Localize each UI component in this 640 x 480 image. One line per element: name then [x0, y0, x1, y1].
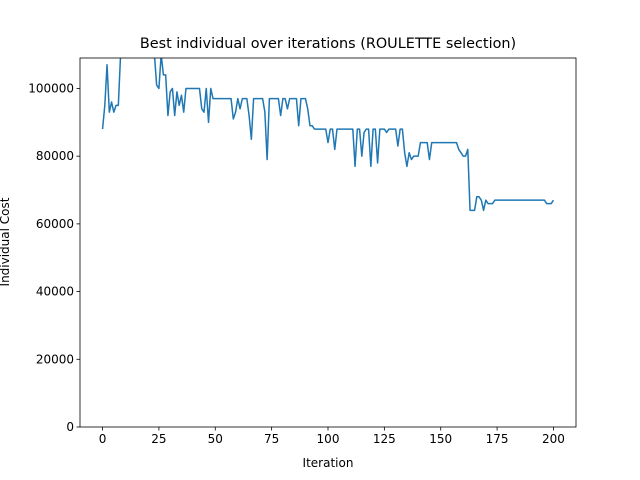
x-tick-label: 100	[317, 432, 340, 446]
plot-area	[101, 58, 555, 212]
x-tick-label: 25	[151, 432, 166, 446]
chart-title: Best individual over iterations (ROULETT…	[140, 36, 516, 52]
x-tick-label: 50	[208, 432, 223, 446]
x-tick-label: 175	[486, 432, 509, 446]
y-tick-label: 0	[66, 420, 74, 434]
y-tick-label: 60000	[36, 217, 74, 231]
y-tick-label: 20000	[36, 352, 74, 366]
x-tick-label: 75	[264, 432, 279, 446]
x-tick-label: 200	[542, 432, 565, 446]
y-tick-label: 80000	[36, 149, 74, 163]
x-tick-label: 125	[373, 432, 396, 446]
y-tick-label: 100000	[28, 81, 74, 95]
y-tick-label: 40000	[36, 285, 74, 299]
x-axis-label: Iteration	[303, 456, 354, 470]
x-tick-label: 0	[99, 432, 107, 446]
axes-frame	[79, 57, 577, 428]
data-line	[101, 58, 555, 212]
x-tick-label: 150	[429, 432, 452, 446]
y-axis-label: Individual Cost	[0, 197, 12, 286]
